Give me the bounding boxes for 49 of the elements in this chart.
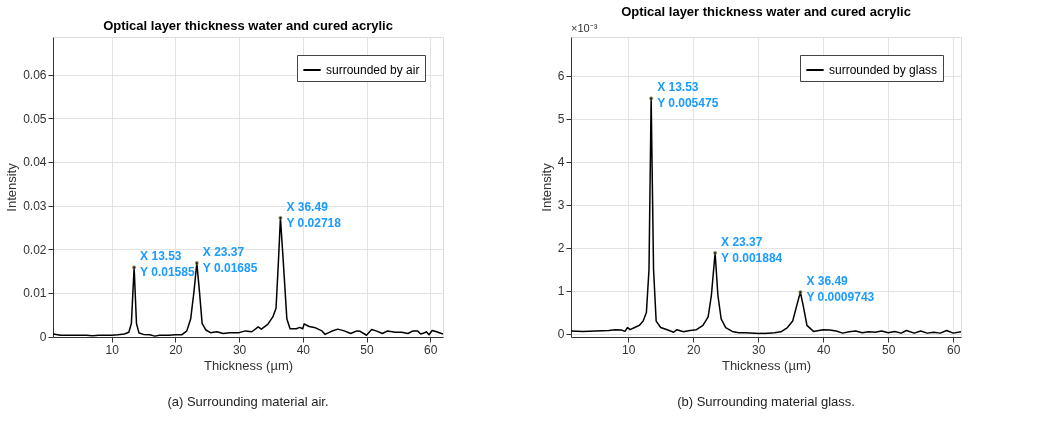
y-tick-label: 2 [557,241,565,256]
x-tick-label: 30 [752,342,766,357]
y-tick-label: 0.05 [23,111,47,126]
x-tick-label: 50 [882,342,896,357]
x-tick-label: 20 [169,342,183,357]
chart-title: Optical layer thickness water and cured acrylic [621,4,911,19]
y-tick-label: 0.01 [23,286,47,301]
point [194,260,199,266]
annotation: X 23.37 Y 0.001884 [721,234,783,265]
point [712,250,718,256]
x-tick-label: 40 [296,342,311,357]
y-tick-label: 0.03 [23,199,47,214]
y-tick-label: 0.02 [23,242,47,257]
legend-label: surrounded by air [326,63,420,77]
y-axis-title: Intensity [538,162,554,212]
y-tick-label: 3 [557,198,565,213]
x-tick-label: 10 [105,342,120,357]
x-tick-label: 60 [424,342,438,357]
x-tick-label: 10 [622,342,636,357]
y-tick-label: 5 [557,112,565,127]
y-tick-label: 4 [557,155,565,170]
text: ×10⁻³ [571,22,598,34]
point [278,215,283,220]
y-tick-label: 0.06 [23,68,47,83]
y-tick-label: 1 [557,284,565,299]
point [798,289,803,295]
x-tick-label: 30 [232,342,247,357]
text: (b) Surrounding material glass. [677,394,855,409]
y-tick-label: 0.04 [23,155,47,170]
y-tick-label: 0 [557,327,565,342]
y-tick-label: 6 [557,69,565,84]
annotation: X 23.37 Y 0.01685 [202,244,258,275]
text: (a) Surrounding material air. [167,394,329,409]
y-tick-label: 0 [39,330,47,345]
annotation: X 13.53 Y 0.01585 [140,249,195,280]
point [132,265,137,270]
point [649,96,654,101]
x-axis-title: Thickness (µm) [203,357,294,373]
annotation: X 13.53 Y 0.005475 [657,80,719,111]
chart-title: Optical layer thickness water and cured acrylic [103,18,393,33]
annotation: X 36.49 Y 0.02718 [286,199,342,230]
x-tick-label: 60 [947,342,961,357]
y-axis-title: Intensity [4,162,20,212]
x-tick-label: 50 [360,342,375,357]
legend-label: surrounded by glass [829,63,938,77]
x-axis-title: Thickness (µm) [721,357,812,373]
x-tick-label: 20 [687,342,701,357]
annotation: X 36.49 Y 0.0009743 [806,274,875,305]
x-tick-label: 40 [817,342,831,357]
